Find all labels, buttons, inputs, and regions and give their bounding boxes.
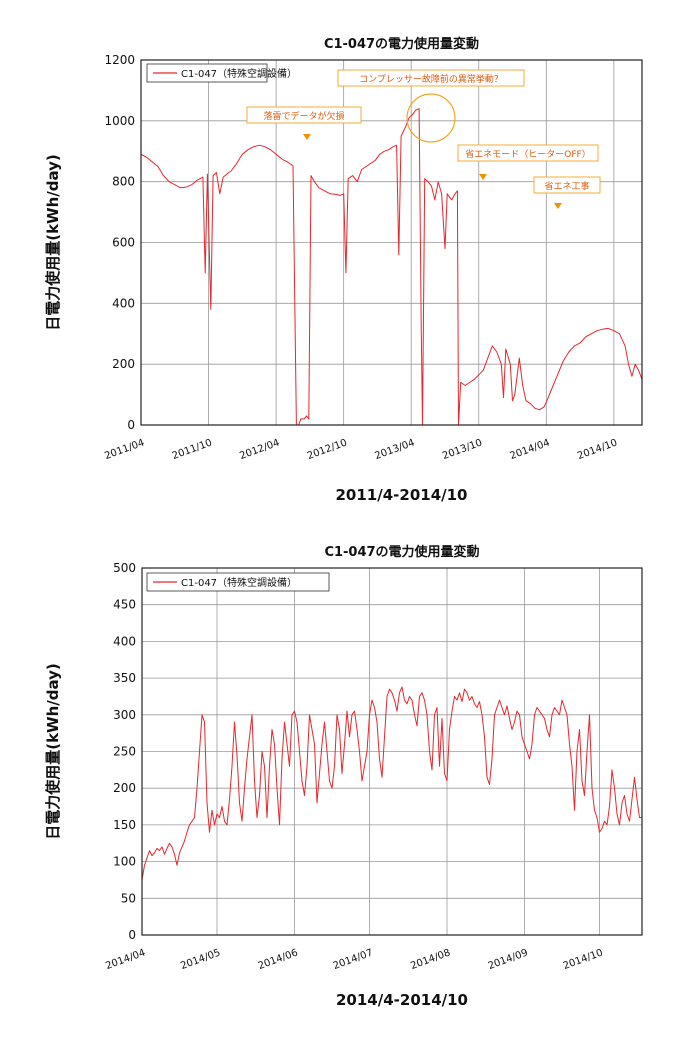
annotation-box — [246, 106, 362, 124]
annotation-arrow — [554, 203, 562, 209]
y-axis-label: 日電力使用量(kWh/day) — [44, 663, 62, 840]
legend-label: C1-047（特殊空調設備） — [181, 67, 297, 80]
x-tick-label: 2011/10 — [171, 437, 214, 462]
annotation-text: 省エネモード（ヒーターOFF） — [465, 148, 590, 160]
annotation-box — [457, 144, 599, 162]
annotation-text: 落雷でデータが欠損 — [263, 110, 344, 122]
annotation-box — [533, 176, 601, 194]
y-tick-label: 400 — [112, 296, 135, 310]
series-line — [140, 108, 643, 426]
y-tick-label: 1200 — [104, 53, 135, 67]
legend: C1-047（特殊空調設備） — [146, 63, 297, 83]
annotation: 落雷でデータが欠損 — [246, 106, 362, 140]
annotation: 省エネモード（ヒーターOFF） — [457, 144, 599, 180]
y-tick-label: 1000 — [104, 114, 135, 128]
plot-frame — [140, 59, 643, 426]
chart-2: C1-047の電力使用量変動 0 50 100 150 200 250 300 350 400 45… — [44, 544, 643, 1009]
y-tick-label: 50 — [121, 891, 136, 905]
x-tick-label: 2014/04 — [509, 437, 552, 462]
x-tick-label: 2012/10 — [306, 437, 349, 462]
annotation: コンプレッサー故障前の異常挙動？ — [337, 69, 525, 143]
y-tick-label: 0 — [127, 418, 135, 432]
annotation-circle — [406, 93, 456, 143]
x-tick-label: 2014/07 — [332, 947, 375, 972]
y-tick-label: 0 — [128, 928, 136, 942]
x-tick-label: 2011/04 — [103, 437, 146, 462]
chart-1: C1-047の電力使用量変動 0 200 400 600 800 1000 1200 2011/… — [44, 36, 643, 504]
y-tick-label: 800 — [112, 175, 135, 189]
chart-title: C1-047の電力使用量変動 — [324, 544, 479, 560]
annotation-text: コンプレッサー故障前の異常挙動？ — [359, 73, 503, 85]
series-line — [141, 686, 642, 881]
chart-title: C1-047の電力使用量変動 — [324, 36, 479, 52]
y-tick-label: 350 — [113, 671, 136, 685]
y-tick-label: 100 — [113, 855, 136, 869]
legend-label: C1-047（特殊空調設備） — [181, 576, 297, 589]
x-tick-label: 2014/10 — [562, 947, 605, 972]
y-tick-label: 500 — [113, 561, 136, 575]
x-tick-label: 2014/05 — [179, 947, 222, 972]
x-tick-label: 2013/10 — [441, 437, 484, 462]
y-axis-label: 日電力使用量(kWh/day) — [44, 154, 62, 331]
y-tick-label: 150 — [113, 818, 136, 832]
x-tick-label: 2014/04 — [104, 947, 147, 972]
annotation-box — [337, 69, 525, 87]
plot-frame — [141, 567, 643, 936]
x-tick-label: 2014/08 — [409, 947, 452, 972]
annotation-text: 省エネ工事 — [544, 180, 589, 192]
gridlines — [141, 567, 642, 936]
y-tick-label: 250 — [113, 745, 136, 759]
y-tick-label: 400 — [113, 634, 136, 648]
annotation-arrow — [303, 134, 311, 140]
x-axis-label: 2014/4-2014/10 — [336, 991, 468, 1009]
y-tick-label: 200 — [113, 781, 136, 795]
x-tick-label: 2014/09 — [487, 947, 530, 972]
annotation-arrow — [479, 174, 487, 180]
x-tick-label: 2013/04 — [373, 437, 416, 462]
legend-box — [146, 572, 330, 592]
y-tick-label: 300 — [113, 708, 136, 722]
y-tick-label: 200 — [112, 357, 135, 371]
legend-box — [146, 63, 268, 83]
x-tick-label: 2014/10 — [576, 437, 619, 462]
x-tick-label: 2014/06 — [257, 947, 300, 972]
y-tick-label: 600 — [112, 236, 135, 250]
x-axis-label: 2011/4-2014/10 — [336, 486, 468, 504]
annotation: 省エネ工事 — [533, 176, 601, 209]
y-tick-label: 450 — [113, 598, 136, 612]
legend: C1-047（特殊空調設備） — [146, 572, 330, 592]
x-tick-label: 2012/04 — [238, 437, 281, 462]
